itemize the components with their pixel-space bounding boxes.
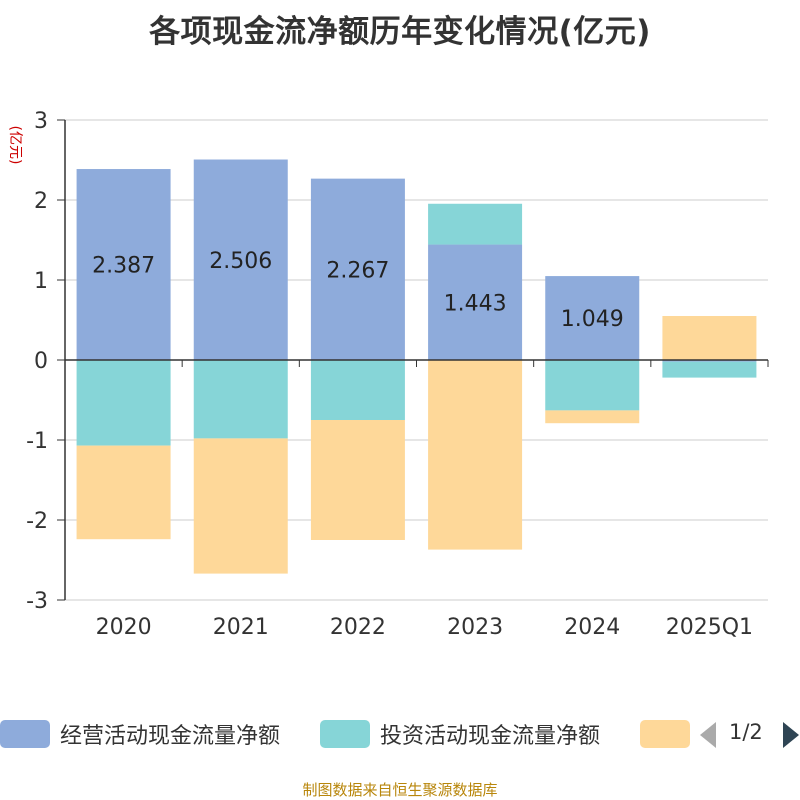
bar-value-label: 1.049 [561,307,624,332]
x-tick-label: 2020 [96,615,152,640]
legend-label-operating: 经营活动现金流量净额 [60,724,281,749]
legend-prev-page-icon[interactable] [700,722,716,748]
chart-title: 各项现金流净额历年变化情况(亿元) [149,14,651,50]
bar-operating [310,178,405,360]
bar-operating [193,159,288,360]
bar-value-label: 2.506 [209,249,272,274]
bar-investing [662,361,757,378]
bar-financing [428,360,523,550]
y-tick-label: -3 [26,589,48,614]
legend-page-indicator: 1/2 [729,720,763,744]
legend-swatch-operating [0,720,50,748]
y-tick-label: 0 [34,349,48,374]
x-tick-label: 2022 [330,615,386,640]
legend: 经营活动现金流量净额 投资活动现金流量净额 [0,714,800,754]
bar-investing [310,360,405,420]
y-tick-label: 3 [34,109,48,134]
y-tick-label: 2 [34,189,48,214]
legend-swatch-financing [640,720,690,748]
bar-value-label: 2.387 [92,254,155,279]
bar-financing [76,445,171,540]
x-tick-label: 2024 [564,615,620,640]
bar-operating [662,360,757,362]
bar-investing [193,360,288,439]
bar-financing [662,316,757,360]
bar-financing [193,438,288,574]
bar-investing [428,203,523,245]
bar-operating [76,169,171,360]
source-footer: 制图数据来自恒生聚源数据库 [302,781,498,799]
bar-value-label: 1.443 [444,291,507,316]
y-tick-label: 1 [34,269,48,294]
y-tick-label: -2 [26,509,48,534]
bar-operating [545,276,640,360]
bar-financing [310,420,405,540]
y-axis-title: (亿元) [7,126,23,165]
bar-financing [545,410,640,424]
legend-swatch-investing [320,720,370,748]
x-tick-label: 2025Q1 [666,615,753,640]
legend-next-page-icon[interactable] [783,722,799,748]
y-tick-label: -1 [26,429,48,454]
bar-investing [76,360,171,446]
legend-label-investing: 投资活动现金流量净额 [380,724,601,749]
bar-operating [428,244,523,360]
x-tick-label: 2023 [447,615,503,640]
bar-investing [545,360,640,411]
bar-value-label: 2.267 [326,258,389,283]
x-tick-label: 2021 [213,615,269,640]
